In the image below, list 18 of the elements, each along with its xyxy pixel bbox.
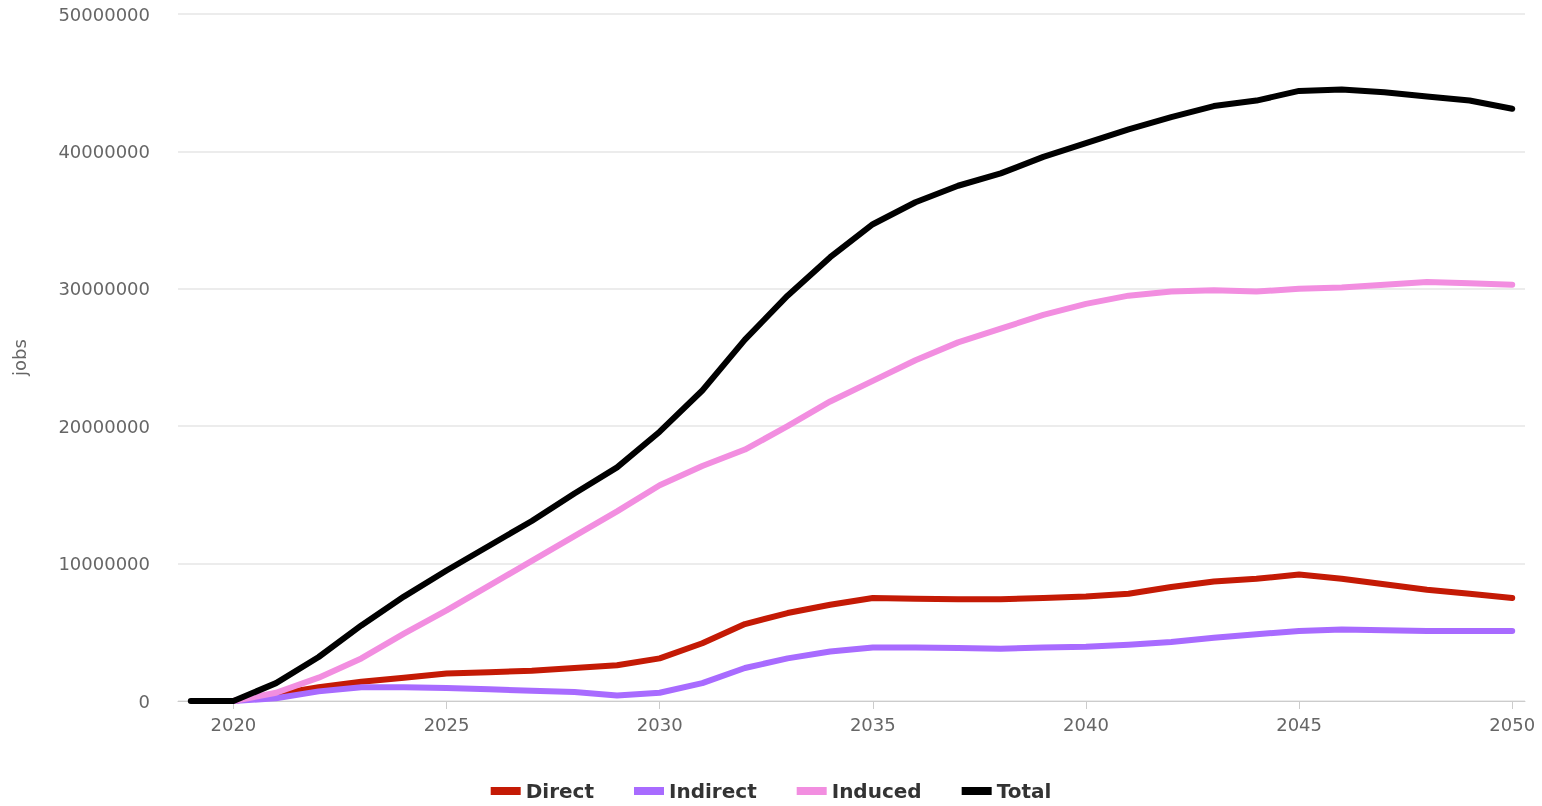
x-tick-label: 2020 xyxy=(210,713,257,735)
x-tick-label: 2050 xyxy=(1489,713,1536,735)
legend-label: Indirect xyxy=(669,779,758,803)
y-axis-title: jobs xyxy=(8,339,30,377)
x-tick-label: 2040 xyxy=(1063,713,1109,735)
y-tick-label: 40000000 xyxy=(58,140,150,162)
y-tick-label: 0 xyxy=(138,690,150,712)
y-tick-label: 50000000 xyxy=(58,3,150,25)
y-tick-label: 10000000 xyxy=(58,553,150,575)
legend-label: Direct xyxy=(525,779,595,803)
y-tick-label: 30000000 xyxy=(58,278,150,300)
x-tick-label: 2045 xyxy=(1276,713,1322,735)
x-tick-label: 2035 xyxy=(849,713,896,735)
x-tick-label: 2030 xyxy=(636,713,683,735)
legend-label: Total xyxy=(996,779,1052,803)
y-tick-label: 20000000 xyxy=(58,415,150,437)
x-tick-label: 2025 xyxy=(423,713,470,735)
legend-label: Induced xyxy=(831,779,922,803)
